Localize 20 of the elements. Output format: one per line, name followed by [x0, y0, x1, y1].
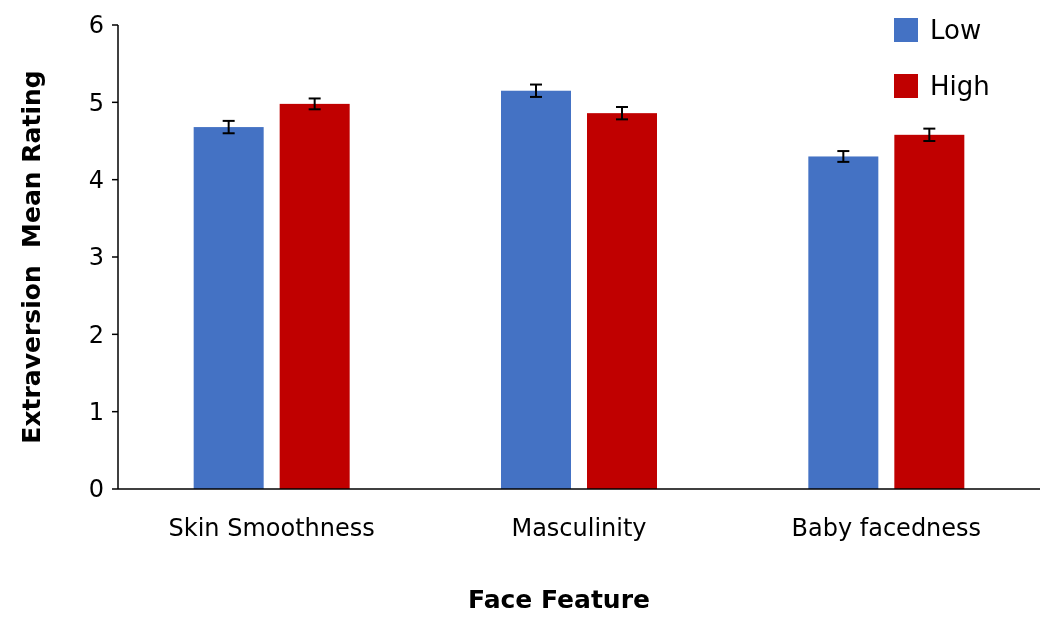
y-tick-label: 3: [88, 243, 104, 272]
y-tick-label: 4: [88, 166, 104, 195]
bar: [894, 134, 965, 489]
bar: [587, 113, 657, 489]
y-tick-label: 1: [88, 398, 104, 427]
bar: [193, 127, 264, 489]
legend-label: Low: [930, 15, 982, 46]
x-tick-label: Skin Smoothness: [168, 514, 375, 542]
x-tick-label: Masculinity: [511, 514, 647, 542]
x-tick-label: Baby facedness: [791, 514, 982, 542]
y-axis-title: Extraversion Mean Rating: [17, 70, 46, 444]
y-tick-label: 5: [88, 88, 104, 117]
legend-label: High: [930, 71, 990, 102]
y-tick-label: 2: [88, 320, 104, 349]
bar: [501, 90, 571, 489]
bar: [808, 156, 879, 489]
x-axis-title: Face Feature: [468, 585, 650, 614]
bar: [279, 103, 350, 489]
y-tick-label: 0: [88, 475, 104, 504]
y-tick-label: 6: [88, 11, 104, 40]
